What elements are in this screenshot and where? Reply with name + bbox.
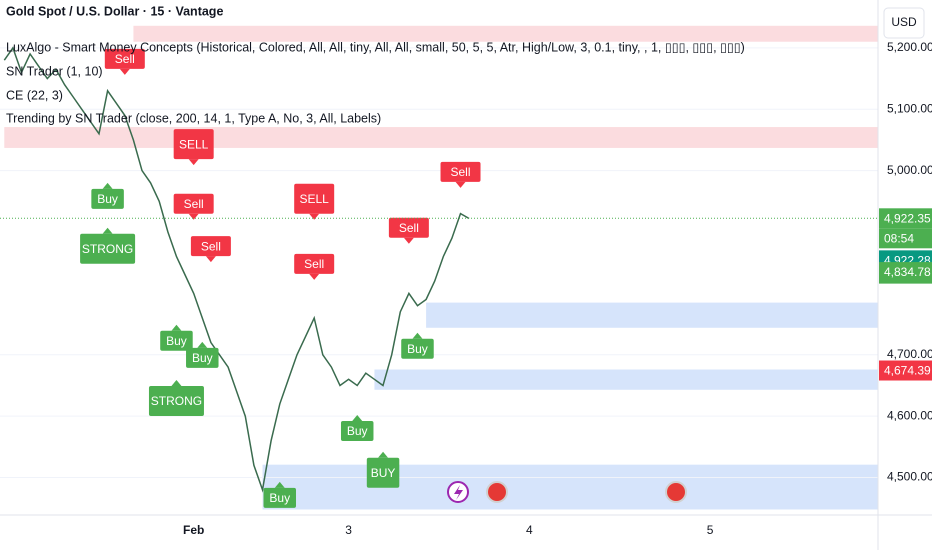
zone — [426, 302, 878, 328]
signal-pointer — [274, 481, 285, 488]
signal-box — [401, 338, 434, 359]
price-badge-label: 4,834.78 — [884, 265, 931, 279]
y-tick-label: 4,500.00 — [887, 470, 932, 484]
x-tick-label: 3 — [345, 523, 352, 537]
signal-box — [186, 347, 219, 368]
signal-pointer — [119, 68, 130, 75]
signal-box — [160, 330, 193, 351]
zone — [4, 127, 879, 148]
signal-box — [388, 217, 429, 238]
zone — [133, 25, 878, 42]
countdown: 08:54 — [884, 231, 914, 245]
indicator: CE (22, 3) — [6, 88, 63, 102]
currency-button[interactable] — [883, 7, 925, 39]
currency[interactable]: USD — [891, 15, 917, 29]
signal-pointer — [352, 414, 363, 421]
price-line — [3, 46, 470, 493]
signal-label: Buy — [192, 351, 213, 365]
signal-box — [190, 236, 231, 257]
signal-label: Buy — [269, 491, 290, 505]
y-tick-label: 5,200.00 — [887, 40, 932, 54]
zone — [374, 369, 878, 390]
signal-pointer — [102, 227, 113, 234]
signal-label: Sell — [115, 52, 135, 66]
price-badge-label: 4,922.35 — [884, 211, 931, 225]
signal-pointer — [309, 273, 320, 280]
signal-box — [80, 233, 136, 264]
signal-box — [294, 183, 335, 214]
signal-pointer — [188, 213, 199, 220]
signal-label: Buy — [407, 342, 428, 356]
zone — [262, 464, 879, 510]
signal-box — [340, 420, 374, 441]
price-badge — [879, 208, 932, 229]
signal-box — [440, 161, 481, 182]
indicator: LuxAlgo - Smart Money Concepts (Historic… — [6, 40, 745, 54]
signal-box — [104, 48, 145, 69]
indicator: SN Trader (1, 10) — [6, 64, 103, 78]
y-tick-label: 4,700.00 — [887, 347, 932, 361]
signal-label: Sell — [399, 221, 419, 235]
grid — [0, 47, 878, 479]
plot: Sell SELL Buy STRONG Sell Sell SELL Sell Buy STRO… — [3, 46, 481, 508]
signal-pointer — [102, 182, 113, 189]
signal-label: Buy — [97, 192, 118, 206]
signal-label: SELL — [300, 192, 330, 206]
y-tick-label: 4,600.00 — [887, 408, 932, 422]
y-tick-label: 5,100.00 — [887, 101, 932, 115]
signal-box — [263, 487, 297, 508]
indicator: Trending by SN Trader (close, 200, 14, 1… — [6, 111, 381, 125]
signal-label: Buy — [347, 424, 368, 438]
signal-label: BUY — [371, 466, 396, 480]
signal-label: Sell — [304, 257, 324, 271]
signal-pointer — [197, 341, 208, 348]
signal-box — [173, 129, 214, 160]
x-tick-label: 4 — [526, 523, 533, 537]
signal-label: Sell — [451, 165, 471, 179]
signal-box — [91, 188, 124, 209]
price-badge — [879, 360, 932, 381]
event-icon[interactable] — [665, 481, 687, 503]
signal-label: Sell — [184, 197, 204, 211]
signal-pointer — [188, 159, 199, 166]
signal-box — [148, 385, 204, 416]
signal-label: Sell — [201, 239, 221, 253]
signal-pointer — [171, 379, 182, 386]
signal-pointer — [455, 181, 466, 188]
price-badge-label: 4,674.39 — [884, 364, 931, 378]
signal-pointer — [403, 237, 414, 244]
zones — [4, 25, 879, 510]
signal-pointer — [205, 256, 216, 263]
signal-label: SELL — [179, 137, 209, 151]
x-tick-label: Feb — [183, 523, 204, 537]
y-tick-label: 5,000.00 — [887, 163, 932, 177]
countdown-badge — [879, 228, 932, 249]
event-icon — [454, 485, 463, 500]
signal-label: Buy — [166, 334, 187, 348]
signal-box — [294, 253, 335, 274]
signal-pointer — [171, 324, 182, 331]
event-icon[interactable] — [486, 481, 508, 503]
signal-label: STRONG — [151, 394, 202, 408]
chart-title: Gold Spot / U.S. Dollar · 15 · Vantage — [6, 4, 223, 18]
signal-label: STRONG — [82, 242, 133, 256]
signal-box — [366, 457, 400, 488]
signal-pointer — [309, 213, 320, 220]
price-badge — [879, 262, 932, 283]
x-tick-label: 5 — [707, 523, 714, 537]
signal-box — [173, 193, 214, 214]
event-icons — [447, 481, 687, 503]
signal-pointer — [378, 451, 389, 458]
signal-pointer — [412, 332, 423, 339]
